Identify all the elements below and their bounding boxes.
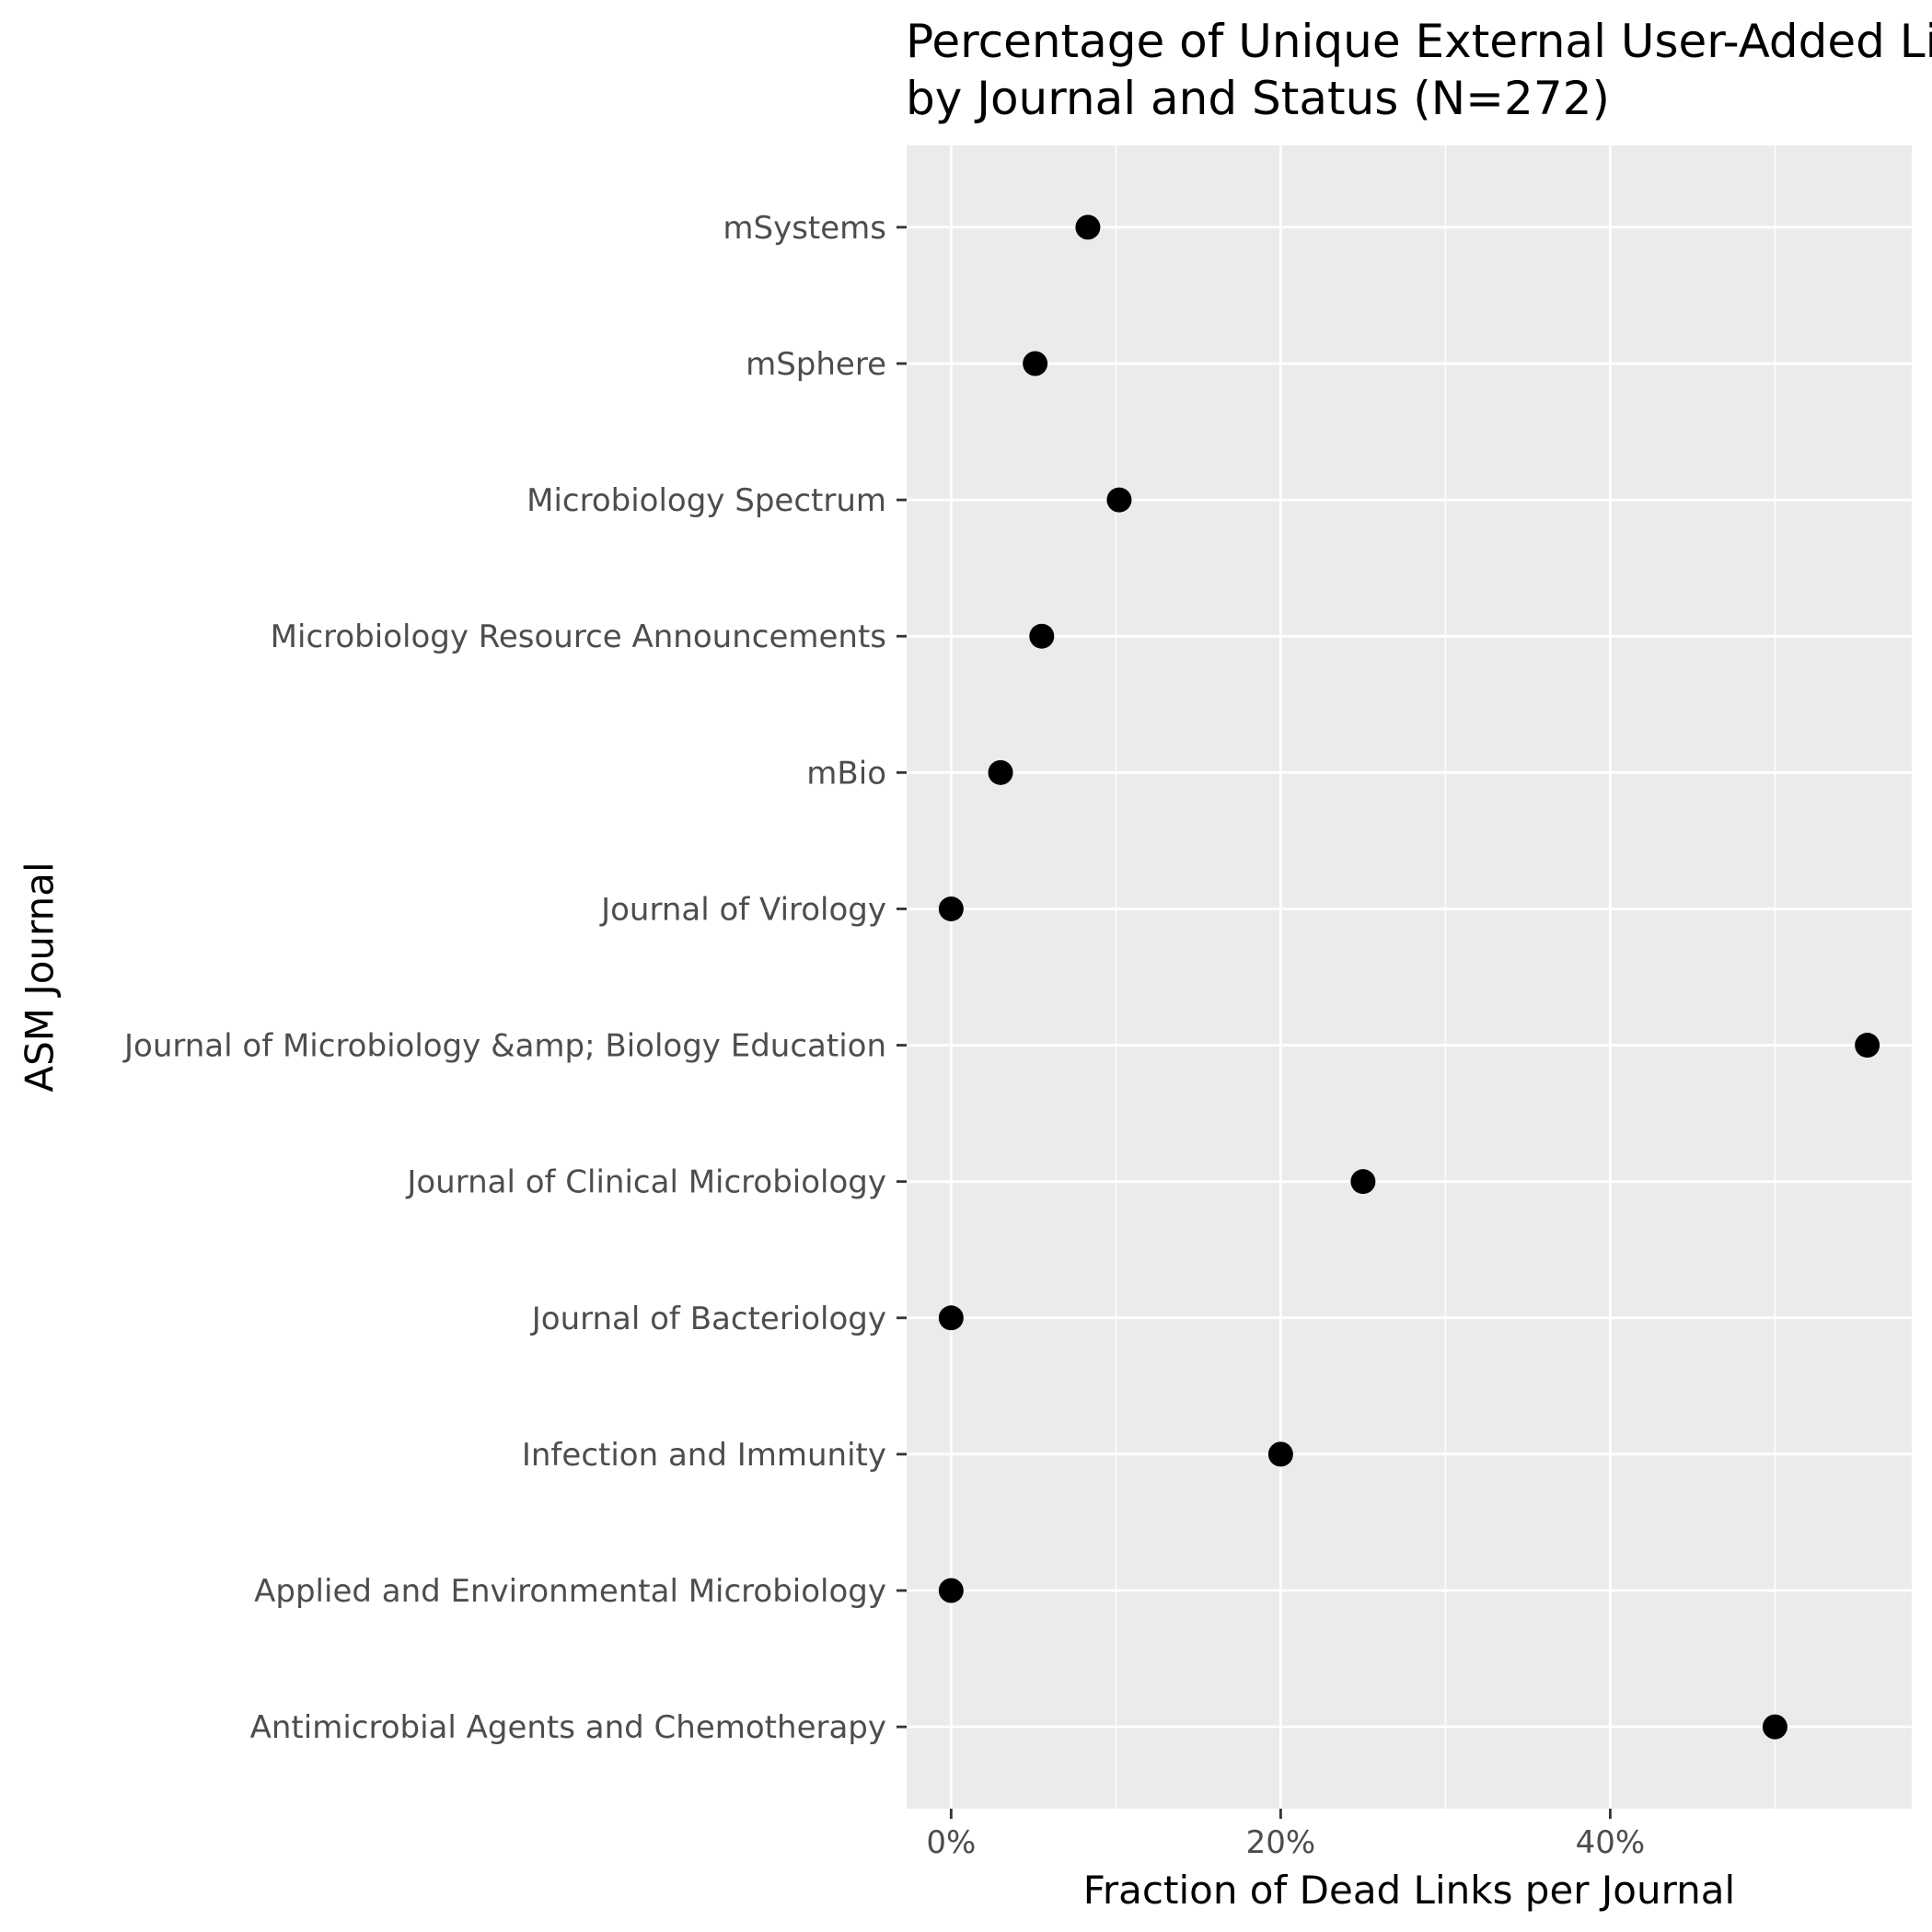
data-point xyxy=(1762,1714,1787,1740)
data-points xyxy=(938,214,1880,1740)
x-tick-label: 40% xyxy=(1576,1824,1646,1861)
data-point xyxy=(938,896,964,921)
minor-gridlines xyxy=(1115,145,1776,1809)
y-tick-label: Journal of Virology xyxy=(599,891,886,928)
data-point xyxy=(1023,351,1048,376)
y-axis: Antimicrobial Agents and Chemotherapy App… xyxy=(122,210,907,1746)
data-point xyxy=(1075,214,1101,240)
y-tick-label: Infection and Immunity xyxy=(522,1437,886,1474)
x-tick-label: 20% xyxy=(1246,1824,1316,1861)
chart-title: Percentage of Unique External User-Added… xyxy=(906,15,1932,125)
y-tick-label: Microbiology Spectrum xyxy=(526,482,886,519)
y-tick-label: mSystems xyxy=(723,210,886,247)
x-axis-title: Fraction of Dead Links per Journal xyxy=(1083,1868,1735,1913)
data-point xyxy=(1350,1169,1376,1195)
chart-title-line-1: Percentage of Unique External User-Added… xyxy=(906,15,1932,68)
x-axis: 0% 20% 40% xyxy=(926,1809,1645,1861)
data-point xyxy=(1267,1441,1293,1467)
y-tick-label: Journal of Bacteriology xyxy=(530,1301,886,1337)
y-tick-label: Microbiology Resource Announcements xyxy=(271,619,886,655)
y-tick-label: mSphere xyxy=(746,346,886,383)
plot-panel xyxy=(907,145,1912,1809)
major-gridlines xyxy=(907,145,1912,1809)
data-point xyxy=(938,1578,964,1603)
y-tick-label: Journal of Clinical Microbiology xyxy=(405,1164,886,1201)
data-point xyxy=(1029,623,1055,649)
y-tick-label: mBio xyxy=(806,755,886,792)
data-point xyxy=(938,1305,964,1331)
y-tick-label: Journal of Microbiology &amp; Biology Ed… xyxy=(122,1028,886,1065)
data-point xyxy=(1106,487,1132,513)
data-point xyxy=(988,759,1013,785)
y-tick-label: Antimicrobial Agents and Chemotherapy xyxy=(250,1709,886,1746)
y-axis-title: ASM Journal xyxy=(17,862,63,1092)
x-tick-label: 0% xyxy=(926,1824,976,1861)
data-point xyxy=(1855,1033,1880,1059)
y-tick-label: Applied and Environmental Microbiology xyxy=(254,1573,886,1610)
chart-title-line-2: by Journal and Status (N=272) xyxy=(906,72,1610,125)
